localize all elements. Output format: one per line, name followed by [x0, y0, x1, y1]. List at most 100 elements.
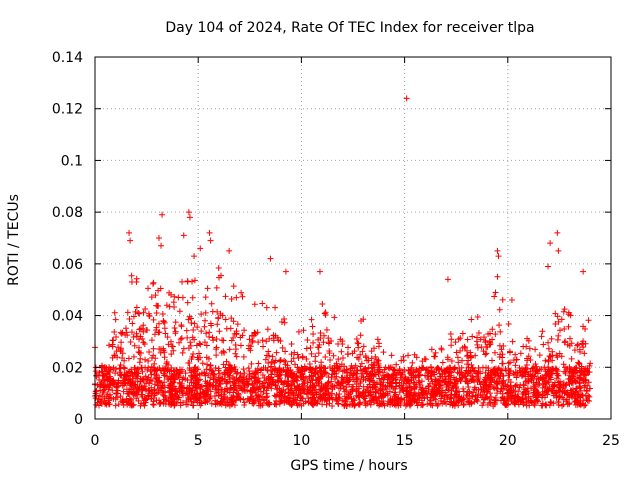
data-point [472, 352, 479, 359]
data-point [366, 377, 373, 384]
data-point [228, 365, 235, 372]
data-point [128, 366, 135, 373]
data-point [176, 339, 183, 346]
y-tick-label: 0.02 [52, 360, 83, 376]
data-point [527, 368, 534, 375]
data-point [480, 378, 487, 385]
data-point [371, 383, 378, 390]
data-point [330, 352, 337, 359]
data-point [531, 402, 538, 409]
data-point [249, 387, 256, 394]
data-point [447, 394, 454, 401]
data-point [464, 361, 471, 368]
data-point [306, 361, 313, 368]
data-point [436, 370, 443, 377]
data-point [356, 400, 363, 407]
data-point [395, 400, 402, 407]
data-point [379, 383, 386, 390]
data-point [424, 400, 431, 407]
data-point [351, 397, 358, 404]
data-point [206, 229, 213, 236]
data-point [364, 373, 371, 380]
data-point [213, 344, 220, 351]
data-point [517, 350, 524, 357]
data-point [470, 389, 477, 396]
data-point [97, 399, 104, 406]
data-point [294, 351, 301, 358]
data-point [577, 348, 584, 355]
data-point [171, 367, 178, 374]
data-point [501, 401, 508, 408]
data-point [416, 384, 423, 391]
data-point [516, 384, 523, 391]
data-point [212, 386, 219, 393]
data-point [560, 361, 567, 368]
data-point [125, 399, 132, 406]
data-point [497, 397, 504, 404]
data-point [550, 400, 557, 407]
data-point [177, 402, 184, 409]
data-point [106, 374, 113, 381]
data-point [303, 345, 310, 352]
data-point [166, 389, 173, 396]
data-point [539, 392, 546, 399]
data-point [159, 211, 166, 218]
data-point [561, 326, 568, 333]
data-point [115, 401, 122, 408]
data-point [408, 364, 415, 371]
data-point [482, 382, 489, 389]
data-point [552, 365, 559, 372]
data-point [248, 360, 255, 367]
data-point [448, 342, 455, 349]
data-point [414, 397, 421, 404]
data-point [344, 351, 351, 358]
data-point [315, 370, 322, 377]
data-point [155, 303, 162, 310]
data-point [109, 337, 116, 344]
data-point [493, 379, 500, 386]
data-point [251, 399, 258, 406]
data-point [448, 369, 455, 376]
data-point [128, 329, 135, 336]
data-point [495, 253, 502, 260]
data-point [131, 342, 138, 349]
data-point [235, 391, 242, 398]
x-tick-label: 20 [499, 433, 517, 449]
data-point [167, 373, 174, 380]
data-point [251, 301, 258, 308]
data-point [368, 365, 375, 372]
data-point [428, 364, 435, 371]
data-point [130, 333, 137, 340]
data-point [581, 366, 588, 373]
data-point [334, 365, 341, 372]
data-point [464, 336, 471, 343]
data-point [336, 385, 343, 392]
data-point [372, 371, 379, 378]
data-point [183, 327, 190, 334]
data-point [275, 337, 282, 344]
data-point [180, 345, 187, 352]
data-point [184, 391, 191, 398]
data-point [339, 355, 346, 362]
data-point [209, 334, 216, 341]
data-point [344, 374, 351, 381]
data-point [265, 360, 272, 367]
data-point [260, 343, 267, 350]
data-point [408, 377, 415, 384]
data-point [159, 310, 166, 317]
data-point [204, 285, 211, 292]
data-point [527, 397, 534, 404]
data-point [582, 377, 589, 384]
data-point [195, 377, 202, 384]
data-point [551, 383, 558, 390]
data-point [135, 348, 142, 355]
data-point [142, 356, 149, 363]
data-point [92, 395, 99, 402]
data-point [239, 293, 246, 300]
data-point [327, 356, 334, 363]
data-point [213, 336, 220, 343]
data-point [574, 342, 581, 349]
data-point [215, 374, 222, 381]
data-point [276, 371, 283, 378]
data-point [261, 396, 268, 403]
